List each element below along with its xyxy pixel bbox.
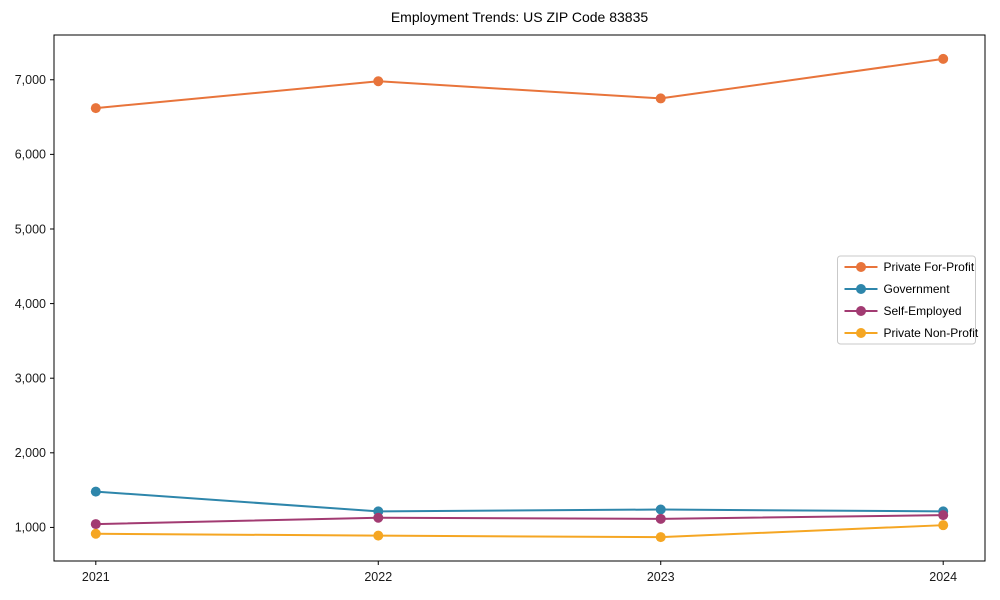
data-point-marker — [655, 532, 666, 543]
legend-marker — [856, 262, 866, 272]
legend-label: Self-Employed — [884, 304, 962, 318]
series-private-for-profit — [90, 53, 949, 114]
data-point-marker — [655, 504, 666, 515]
series-line — [94, 57, 945, 110]
legend-marker — [856, 284, 866, 294]
data-point-marker — [90, 103, 101, 114]
plot-frame — [53, 34, 986, 562]
legend-marker — [856, 328, 866, 338]
data-point-marker — [90, 528, 101, 539]
data-point-marker — [373, 530, 384, 541]
legend-label: Government — [884, 282, 951, 296]
data-point-marker — [938, 510, 949, 521]
legend-item-private-for-profit: Private For-Profit — [844, 260, 975, 274]
x-tick-label: 2023 — [647, 570, 675, 584]
y-tick-label: 6,000 — [15, 148, 46, 162]
data-point-marker — [655, 93, 666, 104]
legend-label: Private For-Profit — [884, 260, 975, 274]
y-tick-label: 4,000 — [15, 297, 46, 311]
chart-title: Employment Trends: US ZIP Code 83835 — [390, 9, 649, 25]
series-private-non-profit — [90, 520, 949, 543]
data-point-marker — [373, 76, 384, 87]
legend-label: Private Non-Profit — [884, 326, 979, 340]
x-tick-label: 2022 — [364, 570, 392, 584]
x-axis: 2021 2022 2023 2024 — [82, 561, 957, 584]
data-point-marker — [373, 512, 384, 523]
series-line — [94, 514, 945, 526]
y-tick-label: 5,000 — [15, 222, 46, 236]
data-point-marker — [90, 486, 101, 497]
x-tick-label: 2024 — [929, 570, 957, 584]
y-tick-label: 1,000 — [15, 521, 46, 535]
data-point-marker — [938, 53, 949, 64]
data-point-marker — [938, 520, 949, 531]
y-tick-label: 3,000 — [15, 372, 46, 386]
legend-item-self-employed: Self-Employed — [844, 304, 962, 318]
series-self-employed — [90, 510, 949, 530]
data-point-marker — [655, 513, 666, 524]
y-tick-label: 7,000 — [15, 73, 46, 87]
data-point-marker — [90, 519, 101, 530]
legend: Private For-Profit Government Self-Employe… — [837, 255, 979, 345]
y-axis: 1,000 2,000 3,000 4,000 5,000 6,000 7,000 — [15, 73, 54, 535]
series-line — [94, 524, 945, 539]
x-tick-label: 2021 — [82, 570, 110, 584]
legend-item-government: Government — [844, 282, 951, 296]
legend-box — [837, 255, 976, 345]
series-line — [94, 490, 945, 513]
y-tick-label: 2,000 — [15, 446, 46, 460]
legend-marker — [856, 306, 866, 316]
legend-item-private-non-profit: Private Non-Profit — [844, 326, 979, 340]
